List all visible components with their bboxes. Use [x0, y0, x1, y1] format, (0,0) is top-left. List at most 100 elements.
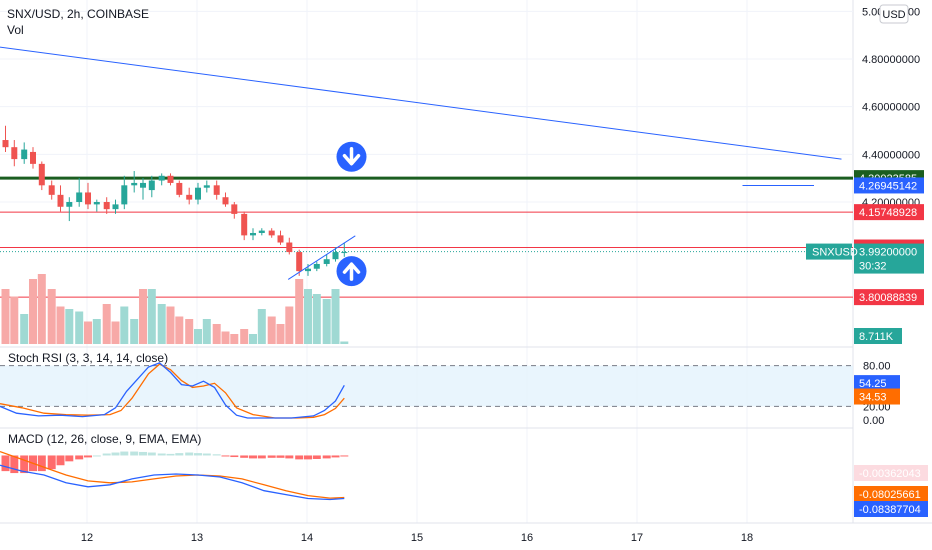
- macd-histogram-bar: [257, 455, 266, 459]
- candle-body: [268, 230, 275, 236]
- macd-legend: MACD (12, 26, close, 9, EMA, EMA): [8, 432, 201, 446]
- macd-histogram-bar: [340, 455, 349, 457]
- macd-histogram-bar: [267, 455, 276, 458]
- volume-bar: [202, 319, 211, 344]
- volume-bar: [120, 306, 129, 344]
- macd-value-tag: -0.00362043: [859, 468, 921, 480]
- stoch-k-line: [0, 362, 345, 419]
- channel-line[interactable]: [287, 235, 356, 280]
- candle-body: [30, 151, 36, 164]
- volume-bar: [185, 319, 194, 344]
- volume-bar: [139, 289, 147, 344]
- macd-histogram-bar: [84, 455, 92, 458]
- price-level-tag: 4.15748928: [859, 207, 917, 219]
- macd-histogram-bar: [221, 455, 230, 457]
- time-tick-label: 18: [741, 532, 753, 544]
- price-axis[interactable]: 5.000000004.800000004.600000004.40000000…: [806, 6, 928, 517]
- macd-histogram-bar: [175, 453, 184, 456]
- volume-bar: [102, 304, 111, 344]
- volume-bar: [212, 324, 221, 344]
- time-tick-label: 12: [81, 532, 93, 544]
- macd-histogram-bar: [139, 451, 147, 456]
- candle-body: [186, 194, 193, 200]
- volume-bar: [285, 306, 294, 344]
- arrow-up-icon[interactable]: [336, 256, 367, 287]
- macd-histogram-bar: [147, 452, 156, 456]
- volume-bar: [249, 334, 257, 344]
- macd-histogram-bar: [1, 455, 10, 472]
- drawing-layer-annotations[interactable]: [287, 141, 367, 287]
- candle-body: [11, 147, 18, 160]
- macd-value-tag-bg: [854, 486, 928, 502]
- candle-body: [66, 202, 73, 207]
- macd-histogram-bar: [10, 455, 19, 474]
- price-level-tag-bg: [854, 177, 924, 194]
- volume-bar: [340, 341, 349, 344]
- macd-value-tag: -0.08387704: [859, 504, 921, 516]
- symbol-title: SNX/USD, 2h, COINBASE: [7, 7, 149, 21]
- candle-body: [85, 192, 91, 205]
- macd-histogram-bar: [276, 455, 285, 458]
- currency-button-frame: [879, 4, 909, 24]
- volume-bar: [1, 289, 10, 344]
- bar-countdown: 30:32: [859, 261, 887, 273]
- stoch-band: [0, 365, 853, 407]
- macd-histogram-bar: [92, 455, 101, 457]
- volume-bar: [304, 289, 312, 344]
- volume-bar: [37, 274, 46, 344]
- drawing-layer-levels[interactable]: [0, 46, 853, 298]
- candle-body: [131, 182, 138, 186]
- price-level-tag-bg: [854, 289, 924, 306]
- candle-body: [93, 202, 100, 205]
- symbol-tag: SNXUSD: [812, 247, 858, 259]
- candle-body: [38, 163, 45, 186]
- macd-histogram-bar: [312, 455, 321, 459]
- candle-body: [241, 213, 248, 236]
- stoch-rsi-pane: [0, 362, 853, 419]
- volume-label: Vol: [7, 23, 24, 37]
- macd-histogram-bar: [249, 455, 257, 459]
- volume-bar: [65, 309, 74, 344]
- volume-bar: [322, 299, 331, 344]
- volume-bar: [221, 331, 230, 344]
- stoch-value-tag-bg: [854, 388, 900, 405]
- time-tick-label: 14: [301, 532, 313, 544]
- candle-body: [21, 149, 28, 160]
- candle-body: [148, 180, 155, 191]
- volume-bar: [20, 314, 29, 344]
- currency-button-label: USD: [882, 9, 905, 21]
- volume-bar: [240, 329, 249, 344]
- candle-body: [2, 140, 9, 148]
- volume-bar: [29, 279, 37, 344]
- macd-histogram-bar: [65, 455, 74, 462]
- macd-histogram-bar: [130, 451, 139, 456]
- candle-body: [258, 230, 265, 233]
- volume-bar: [47, 289, 56, 344]
- time-axis[interactable]: 12 13 14 15 16 17 18: [81, 532, 753, 544]
- candle-body: [250, 232, 256, 236]
- volume-bar: [111, 321, 120, 344]
- candle-body: [195, 187, 201, 200]
- time-tick-label: 15: [411, 532, 423, 544]
- macd-histogram-bar: [75, 455, 84, 460]
- trendline[interactable]: [0, 46, 842, 160]
- volume-bar: [130, 319, 139, 344]
- volume-bar: [276, 324, 285, 344]
- stoch-rsi-legend: Stoch RSI (3, 3, 14, 14, close): [8, 351, 168, 365]
- candle-body: [103, 202, 110, 210]
- macd-histogram-bar: [47, 455, 56, 470]
- volume-tag-bg: [854, 328, 902, 344]
- price-level-tag: 4.26945142: [859, 180, 917, 192]
- macd-line: [0, 464, 345, 501]
- price-level-tag: 3.80088839: [859, 292, 917, 304]
- macd-histogram-bar: [240, 455, 249, 458]
- candle-body: [277, 235, 284, 243]
- candle-body: [112, 204, 119, 210]
- candlestick-series: [2, 125, 348, 276]
- macd-value-tag-bg: [854, 465, 928, 481]
- volume-bar: [157, 304, 166, 344]
- currency-button[interactable]: USD: [879, 4, 909, 24]
- stoch-value-tag: 54.25: [859, 378, 887, 390]
- arrow-down-icon[interactable]: [336, 141, 367, 172]
